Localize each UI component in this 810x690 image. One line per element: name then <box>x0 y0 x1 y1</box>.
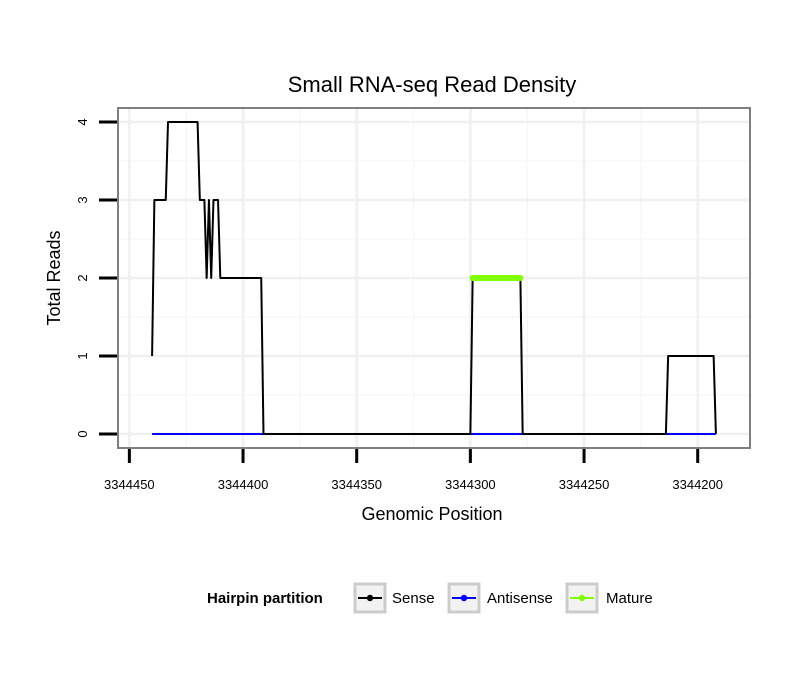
x-tick-label: 3344450 <box>104 477 155 492</box>
x-tick-label: 3344200 <box>672 477 723 492</box>
x-tick-label: 3344300 <box>445 477 496 492</box>
x-axis: 3344450 3344400 3344350 3344300 3344250 33442… <box>104 449 723 492</box>
legend-entry-sense: Sense <box>353 582 435 614</box>
series-layer <box>151 121 717 435</box>
y-tick-label: 1 <box>75 352 90 359</box>
x-axis-title: Genomic Position <box>361 504 502 524</box>
y-axis-title: Total Reads <box>44 230 64 325</box>
legend-entry-mature: Mature <box>565 582 653 614</box>
plot-border <box>117 107 751 449</box>
x-tick-label: 3344250 <box>559 477 610 492</box>
y-tick-label: 3 <box>75 196 90 203</box>
legend-dot-mature <box>578 594 586 602</box>
y-tick-label: 0 <box>75 430 90 437</box>
chart-title: Small RNA-seq Read Density <box>288 72 577 97</box>
legend-label-sense: Sense <box>392 590 435 607</box>
legend-label-mature: Mature <box>606 590 653 607</box>
legend-label-antisense: Antisense <box>487 590 553 607</box>
legend-entry-antisense: Antisense <box>447 582 553 614</box>
y-tick-label: 4 <box>75 118 90 125</box>
series-line-sense <box>151 121 717 435</box>
legend: Hairpin partition Sense Antisense Mature <box>207 582 653 614</box>
y-tick-label: 2 <box>75 274 90 281</box>
x-tick-label: 3344350 <box>331 477 382 492</box>
legend-dot-antisense <box>460 594 468 602</box>
y-axis: 0 1 2 3 4 <box>75 118 117 438</box>
legend-title: Hairpin partition <box>207 590 323 607</box>
legend-dot-sense <box>366 594 374 602</box>
x-tick-label: 3344400 <box>218 477 269 492</box>
